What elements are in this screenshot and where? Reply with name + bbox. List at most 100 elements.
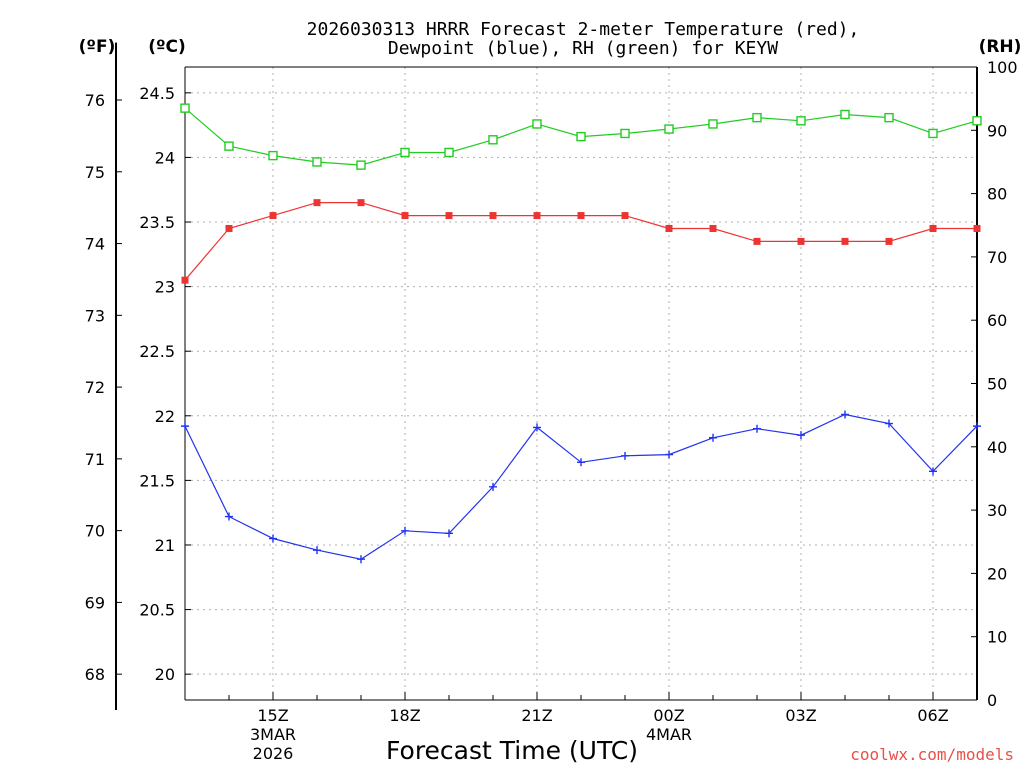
temperature-point [797, 237, 805, 245]
axes [115, 42, 978, 711]
x-tick-label: 03Z [785, 706, 816, 725]
dewpoint-point [885, 419, 893, 428]
temperature-point [181, 276, 189, 284]
rh-point [268, 150, 278, 161]
fahrenheit-tick-label: 72 [85, 378, 105, 397]
rh-point [400, 147, 410, 158]
rh-tick-label: 100 [987, 58, 1018, 77]
rh-tick-label: 30 [987, 501, 1007, 520]
rh-point [840, 109, 850, 120]
x-tick-year: 2026 [253, 744, 294, 763]
temperature-point [841, 237, 849, 245]
temperature-point [401, 212, 409, 220]
celsius-tick-label: 21.5 [139, 471, 175, 490]
rh-point [620, 128, 630, 139]
fahrenheit-tick-label: 69 [85, 593, 105, 612]
temperature-point [929, 224, 937, 232]
x-tick-label: 18Z [389, 706, 420, 725]
x-tick-date: 4MAR [646, 725, 692, 744]
celsius-tick-label: 21 [155, 536, 175, 555]
rh-tick-label: 10 [987, 628, 1007, 647]
rh-point [972, 116, 982, 126]
dewpoint-point [577, 458, 585, 467]
rh-tick-label: 0 [987, 691, 997, 710]
x-tick-label: 06Z [917, 706, 948, 725]
fahrenheit-tick-label: 70 [85, 522, 105, 541]
credit-text: coolwx.com/models [850, 745, 1014, 764]
temperature-point [313, 199, 321, 207]
temperature-point [533, 212, 541, 220]
celsius-unit-label: (ºC) [148, 37, 186, 57]
chart-title-line2: Dewpoint (blue), RH (green) for KEYW [388, 38, 778, 59]
dewpoint-point [929, 467, 937, 476]
chart-title-line1: 2026030313 HRRR Forecast 2-meter Tempera… [307, 19, 860, 40]
celsius-tick-label: 23 [155, 278, 175, 297]
dewpoint-point [181, 422, 189, 431]
dewpoint-point [841, 410, 849, 419]
fahrenheit-tick-label: 68 [85, 665, 105, 684]
rh-tick-label: 20 [987, 564, 1007, 583]
dewpoint-point [973, 422, 981, 431]
fahrenheit-unit-label: (ºF) [79, 37, 116, 57]
rh-tick-label: 50 [987, 375, 1007, 394]
temperature-point [665, 224, 673, 232]
dewpoint-point [401, 526, 409, 535]
dewpoint-point [797, 431, 805, 440]
rh-point [796, 116, 806, 126]
x-tick-label: 15Z [257, 706, 288, 725]
fahrenheit-tick-label: 74 [85, 235, 105, 254]
temperature-point [269, 212, 277, 220]
dewpoint-point [709, 433, 717, 442]
rh-point [312, 157, 322, 167]
dewpoint-point [753, 424, 761, 433]
fahrenheit-tick-label: 73 [85, 306, 105, 325]
dewpoint-point [621, 451, 629, 460]
dewpoint-point [445, 529, 453, 538]
rh-point [884, 112, 894, 123]
rh-point [356, 160, 366, 170]
x-axis-label: Forecast Time (UTC) [386, 736, 638, 765]
fahrenheit-tick-label: 76 [85, 91, 105, 110]
temperature-point [885, 237, 893, 245]
rh-point [664, 124, 674, 134]
dewpoint-point [357, 555, 365, 564]
rh-point [576, 131, 586, 142]
rh-tick-label: 40 [987, 438, 1007, 457]
dewpoint-line [184, 413, 978, 560]
dewpoint-point [665, 450, 673, 459]
celsius-tick-label: 23.5 [139, 213, 175, 232]
celsius-tick-label: 24 [155, 148, 175, 167]
dewpoint-point [533, 423, 541, 432]
fahrenheit-tick-label: 75 [85, 163, 105, 182]
dewpoint-point [269, 534, 277, 543]
temperature-point [621, 212, 629, 220]
dewpoint-point [489, 482, 497, 491]
rh-point [224, 141, 234, 151]
rh-point [488, 135, 498, 145]
data-series [180, 103, 982, 564]
rh-point [444, 147, 454, 158]
gridlines [185, 67, 977, 700]
rh-point [708, 119, 718, 129]
celsius-tick-label: 24.5 [139, 84, 175, 103]
temperature-point [709, 224, 717, 232]
x-tick-date: 3MAR [250, 725, 296, 744]
rh-tick-label: 70 [987, 248, 1007, 267]
rh-point [928, 128, 938, 139]
temperature-point [445, 212, 453, 220]
rh-point [532, 119, 542, 129]
temperature-point [357, 199, 365, 207]
temperature-point [973, 224, 981, 232]
temperature-point [489, 212, 497, 220]
temperature-point [753, 237, 761, 245]
temperature-point [577, 212, 585, 220]
tick-labels: 20 20.5 21 21.5 22 22.5 23 23.5 24 24.5 68 69 70 71 72… [85, 58, 1018, 763]
rh-tick-label: 80 [987, 185, 1007, 204]
celsius-tick-label: 22 [155, 407, 175, 426]
dewpoint-point [313, 546, 321, 555]
fahrenheit-tick-label: 71 [85, 450, 105, 469]
dewpoint-point [225, 512, 233, 521]
celsius-tick-label: 22.5 [139, 342, 175, 361]
x-tick-label: 21Z [521, 706, 552, 725]
